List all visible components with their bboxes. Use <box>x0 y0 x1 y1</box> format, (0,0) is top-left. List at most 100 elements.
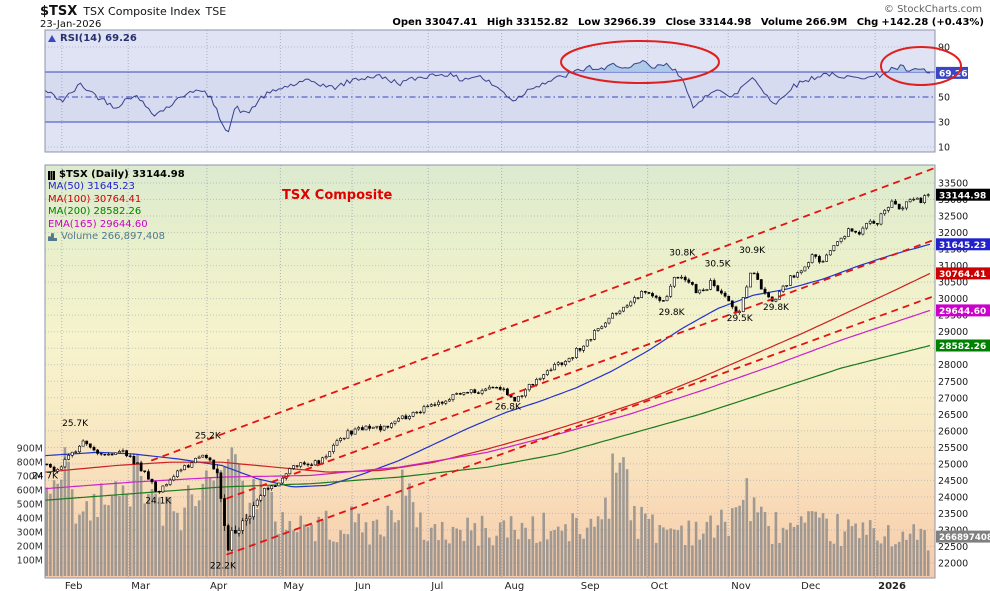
x-axis-label: Dec <box>801 581 820 591</box>
chg-label: Chg <box>856 17 879 28</box>
price-axis-label: 26000 <box>938 426 968 437</box>
x-axis-label: Oct <box>651 581 668 591</box>
high-label: High <box>486 17 513 28</box>
legend-item: MA(50) 31645.23 <box>48 181 185 193</box>
panel-backgrounds <box>45 30 935 578</box>
volume-value: 266.9M <box>805 17 848 28</box>
open-label: Open <box>392 17 422 28</box>
legend-item: $TSX (Daily) 33144.98 <box>48 169 185 181</box>
rsi-axis-label: 50 <box>938 93 950 104</box>
price-annotation: 29.5K <box>727 314 754 324</box>
x-axis-label: Nov <box>731 581 751 591</box>
legend-item-label: $TSX (Daily) 33144.98 <box>59 169 185 180</box>
price-annotation: 30.9K <box>739 246 766 256</box>
axis-tag <box>936 267 990 280</box>
axis-tag <box>936 339 990 352</box>
price-axis-label: 26500 <box>938 410 968 421</box>
x-axis-label: May <box>283 581 304 591</box>
ticker-symbol: $TSX <box>40 4 78 19</box>
svg-text:69.26: 69.26 <box>939 70 967 80</box>
highlight-ellipse <box>880 46 962 86</box>
price-annotation: 29.8K <box>763 303 790 313</box>
open-value: 33047.41 <box>424 17 478 28</box>
price-legend: $TSX (Daily) 33144.98 MA(50) 31645.23 MA(1… <box>48 169 185 243</box>
price-annotation: 25.7K <box>62 419 89 429</box>
legend-item: EMA(165) 29644.60 <box>48 219 185 231</box>
volume-axis-label: 900M <box>17 444 43 455</box>
highlight-ellipses <box>560 40 962 86</box>
price-axis-label: 24000 <box>938 492 968 503</box>
price-axis-label: 22500 <box>938 542 968 553</box>
volume-label: Volume <box>760 17 803 28</box>
copyright-link[interactable]: © StockCharts.com <box>883 4 982 15</box>
rsi-legend-label: RSI(14) 69.26 <box>60 33 137 44</box>
icon-vol <box>48 233 57 242</box>
overlay-MA100 <box>44 272 931 473</box>
chart-header: $TSX TSX Composite Index TSE <box>40 4 226 19</box>
rsi-line <box>44 59 931 133</box>
price-axis-label: 30000 <box>938 294 968 305</box>
trendline <box>226 295 935 556</box>
candlesticks <box>45 193 930 552</box>
legend-item-label: EMA(165) 29644.60 <box>48 218 148 230</box>
price-annotation: 25.2K <box>195 431 222 441</box>
overlay-EMA165 <box>44 309 931 490</box>
close-label: Close <box>665 17 696 28</box>
price-axis-label: 25000 <box>938 459 968 470</box>
price-annotations: 25.7K 24.7K 24.1K 25.2K 22.2K 26.8K 29.8K 30.8K… <box>32 246 790 571</box>
price-axis-label: 23500 <box>938 509 968 520</box>
axis-tag <box>936 238 990 251</box>
volume-axis-label: 200M <box>17 542 43 553</box>
price-axis-label: 25500 <box>938 443 968 454</box>
price-axis-label: 31000 <box>938 261 968 272</box>
low-label: Low <box>577 17 601 28</box>
legend-item-label: MA(200) 28582.26 <box>48 206 142 218</box>
price-annotation: 24.1K <box>145 497 172 507</box>
x-axis-label: 2026 <box>878 581 906 591</box>
svg-text:31645.23: 31645.23 <box>939 241 986 251</box>
price-axis-label: 27000 <box>938 393 968 404</box>
legend-item-label: MA(100) 30764.41 <box>48 193 142 205</box>
rsi-icon <box>48 35 56 42</box>
x-axis-label: Apr <box>210 581 228 591</box>
price-annotation: 26.8K <box>495 402 522 412</box>
price-axis-label: 33500 <box>938 179 968 190</box>
rsi-legend: RSI(14) 69.26 <box>48 33 137 44</box>
highlight-ellipse <box>560 40 720 84</box>
price-axis-label: 32500 <box>938 212 968 223</box>
price-annotation: 22.2K <box>210 562 237 572</box>
volume-axis-label: 600M <box>17 486 43 497</box>
volume-axis-label: 800M <box>17 458 43 469</box>
price-annotation: 30.8K <box>669 249 696 259</box>
x-axis-label: Mar <box>131 581 151 591</box>
icon-candle <box>48 170 55 180</box>
price-axis-label: 28000 <box>938 360 968 371</box>
legend-item-label: MA(50) 31645.23 <box>48 181 135 193</box>
exchange-name: TSE <box>205 5 227 18</box>
price-axis-label: 29000 <box>938 327 968 338</box>
svg-text:266897408: 266897408 <box>939 533 990 543</box>
svg-text:33144.98: 33144.98 <box>939 191 986 201</box>
price-axis-label: 32000 <box>938 228 968 239</box>
axis-tag <box>936 188 990 201</box>
rsi-axis-label: 10 <box>938 143 950 154</box>
trendline <box>150 167 935 462</box>
x-axis-label: Feb <box>65 581 83 591</box>
trendline <box>226 238 935 500</box>
axis-tag <box>936 530 990 543</box>
price-axis-label: 24500 <box>938 476 968 487</box>
price-annotation: 24.7K <box>32 472 59 482</box>
volume-axis-label: 100M <box>17 556 43 567</box>
overlay-MA200 <box>44 344 931 501</box>
svg-text:28582.26: 28582.26 <box>939 342 986 352</box>
price-axis-label: 22000 <box>938 559 968 570</box>
x-axis-label: Sep <box>581 581 600 591</box>
volume-bars <box>45 447 930 576</box>
legend-item: MA(100) 30764.41 <box>48 194 185 206</box>
x-axis-label: Jun <box>354 581 371 591</box>
low-value: 32966.39 <box>603 17 656 28</box>
volume-axis-label: 700M <box>17 472 43 483</box>
volume-axis-label: 400M <box>17 514 43 525</box>
